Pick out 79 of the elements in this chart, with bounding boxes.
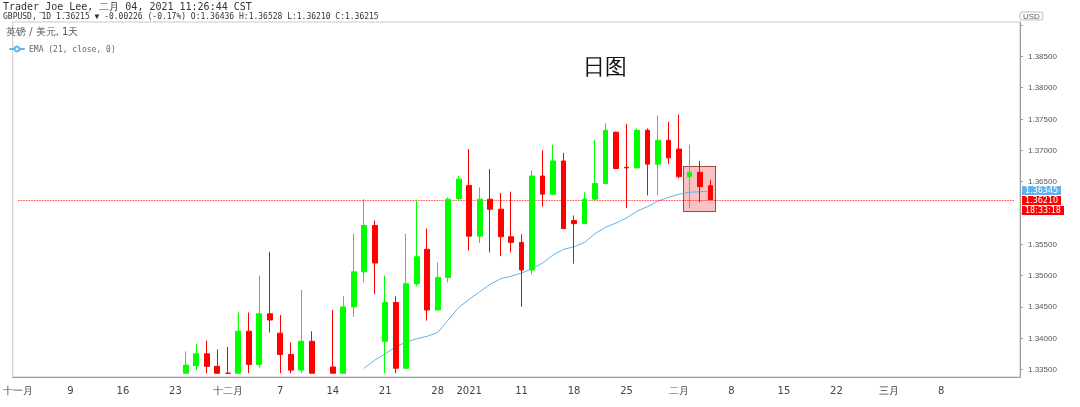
y-tick-label: 1.34000 bbox=[1028, 333, 1058, 343]
candlestick bbox=[298, 289, 304, 374]
candlestick bbox=[214, 348, 220, 374]
y-tick-label: 1.37000 bbox=[1028, 145, 1058, 155]
candlestick bbox=[246, 312, 252, 374]
candlestick bbox=[351, 233, 357, 318]
text: 1.36345 bbox=[1022, 185, 1062, 195]
candlestick bbox=[382, 275, 388, 374]
candlestick bbox=[424, 228, 430, 322]
y-tick-label: 1.35500 bbox=[1028, 239, 1058, 249]
y-tick-label: 1.36500 bbox=[1028, 177, 1058, 187]
x-tick-label: 二月 bbox=[669, 384, 689, 396]
candlestick bbox=[267, 251, 273, 334]
candlestick bbox=[687, 144, 692, 209]
text: 18:33:18 bbox=[1022, 205, 1064, 215]
candlestick bbox=[435, 261, 441, 311]
candlestick bbox=[204, 340, 210, 374]
x-tick-label: 16 bbox=[116, 384, 130, 396]
x-tick-label: 8 bbox=[728, 384, 735, 396]
line-series bbox=[363, 190, 711, 369]
x-tick-label: 22 bbox=[830, 384, 843, 396]
y-axis-title: USD bbox=[1023, 11, 1041, 21]
candlestick bbox=[571, 214, 577, 265]
candlestick bbox=[477, 186, 483, 244]
x-tick-label: 28 bbox=[431, 384, 445, 396]
candlestick bbox=[193, 343, 199, 371]
x-tick-label: 14 bbox=[326, 384, 340, 396]
candlestick bbox=[403, 233, 409, 369]
x-tick-label: 11 bbox=[515, 384, 528, 396]
candlestick bbox=[666, 121, 671, 165]
candlestick bbox=[592, 139, 598, 201]
candlestick bbox=[277, 314, 283, 374]
candlestick bbox=[456, 175, 462, 201]
candlestick bbox=[183, 350, 189, 374]
candlestick bbox=[235, 312, 241, 374]
x-tick-label: 15 bbox=[777, 384, 791, 396]
annotation: 英镑 / 美元, 1天 bbox=[6, 25, 79, 39]
legend-label: EMA (21, close, 0) bbox=[29, 44, 116, 54]
candlestick bbox=[393, 295, 399, 374]
candlestick bbox=[330, 309, 336, 374]
candlestick bbox=[634, 127, 640, 169]
candlestick bbox=[550, 144, 556, 196]
y-tick-label: 1.33500 bbox=[1028, 364, 1058, 374]
text: GBPUSD, 1D 1.36215 ▼ -0.00226 (-0.17%) O:1.36436 H:1.36528 L:1.36210 C:1.36215 bbox=[3, 12, 379, 21]
x-tick-label: 2021 bbox=[456, 384, 482, 396]
y-tick-label: 1.37500 bbox=[1028, 114, 1058, 124]
y-tick-label: 1.35000 bbox=[1028, 271, 1058, 281]
candlestick bbox=[582, 191, 587, 225]
candlestick bbox=[676, 114, 682, 180]
y-tick-label: 1.38500 bbox=[1028, 51, 1058, 61]
candlestick bbox=[529, 169, 535, 275]
candlestick bbox=[603, 122, 608, 185]
candlestick bbox=[445, 196, 451, 283]
x-tick-label: 十一月 bbox=[3, 384, 33, 396]
candlestick bbox=[309, 330, 315, 374]
candlestick bbox=[256, 275, 262, 369]
candlestick bbox=[372, 219, 378, 295]
x-tick-label: 18 bbox=[567, 384, 581, 396]
ref-line-label: 1.36210 bbox=[1022, 195, 1062, 205]
text: 日图 bbox=[583, 53, 627, 79]
candlestick bbox=[225, 346, 231, 374]
y-tick-label: 1.38000 bbox=[1028, 83, 1058, 93]
x-tick-label: 25 bbox=[620, 384, 633, 396]
x-tick-label: 21 bbox=[378, 384, 392, 396]
candlestick bbox=[655, 114, 661, 196]
candlestick bbox=[519, 233, 524, 308]
candlestick bbox=[288, 342, 294, 374]
candlestick bbox=[414, 199, 420, 287]
x-tick-label: 十二月 bbox=[212, 384, 243, 396]
candlestick bbox=[361, 198, 367, 283]
candlestick bbox=[613, 131, 619, 170]
candlestick bbox=[340, 295, 346, 374]
x-tick-label: 7 bbox=[277, 384, 284, 396]
candlestick bbox=[645, 127, 650, 196]
x-tick-label: 8 bbox=[938, 384, 945, 396]
y-tick-label: 1.34500 bbox=[1028, 302, 1058, 312]
x-tick-label: 23 bbox=[169, 384, 182, 396]
x-tick-label: 三月 bbox=[878, 384, 899, 396]
x-tick-label: 9 bbox=[67, 384, 74, 396]
